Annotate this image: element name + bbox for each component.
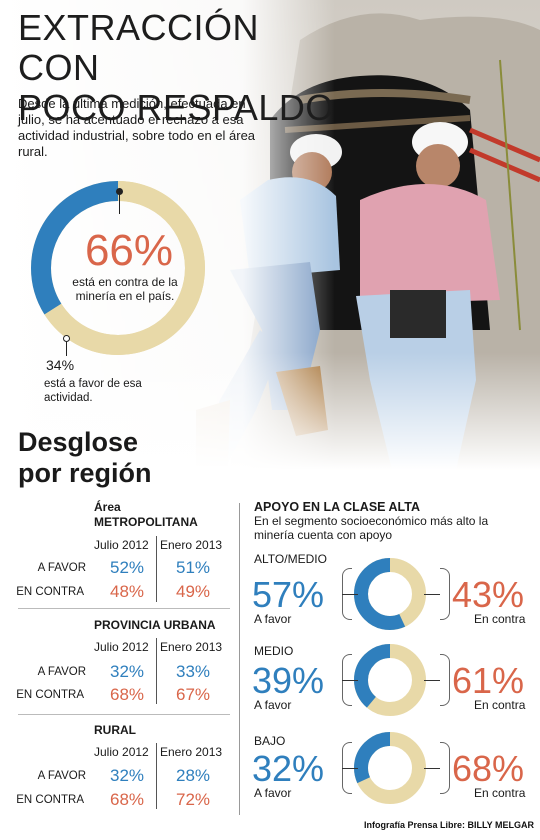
segment-contra-label: En contra [474, 612, 526, 626]
favor-row-label: A FAVOR [37, 562, 86, 574]
segment-name-medio: MEDIO [254, 644, 294, 658]
segment-donut-favor-slice [354, 644, 426, 716]
contra-row-label: EN CONTRA [16, 794, 84, 806]
region-divider [18, 608, 230, 609]
contra-row-label: EN CONTRA [16, 586, 84, 598]
column-separator [156, 638, 157, 704]
region-metropolitana: Área METROPOLITANA Julio 2012 Enero 2013… [16, 500, 230, 610]
segment-donut-alto-medio [354, 558, 426, 630]
favor-tick [342, 680, 358, 681]
segment-favor-label: A favor [254, 612, 292, 626]
page-title: EXTRACCIÓN CON POCO RESPALDO [18, 8, 338, 128]
col-head-enero-2013: Enero 2013 [160, 745, 223, 759]
region-rural: RURAL Julio 2012 Enero 2013 A FAVOR 32% … [16, 723, 230, 815]
segment-favor-label: A favor [254, 698, 292, 712]
segment-name-alto-medio: ALTO/MEDIO [254, 552, 327, 566]
col-head-julio-2012: Julio 2012 [94, 640, 149, 654]
intro-text: Desde la última medición, efectuada en j… [18, 96, 256, 159]
region-name-line1: PROVINCIA URBANA [94, 618, 216, 632]
favor-row-label: A FAVOR [37, 666, 86, 678]
segment-contra-pct: 43% [452, 574, 525, 615]
region-name-line2: METROPOLITANA [94, 515, 198, 529]
col-head-enero-2013: Enero 2013 [160, 640, 223, 654]
contra-leader-line [119, 192, 120, 214]
upper-class-subtitle: En el segmento socioeconómico más alto l… [254, 514, 489, 542]
region-section-title-line2: por región [18, 458, 152, 488]
mine-photo [0, 0, 540, 470]
segment-favor-label: A favor [254, 786, 292, 800]
contra-tick [424, 768, 440, 769]
segment-name-bajo: BAJO [254, 734, 286, 748]
segment-contra-label: En contra [474, 698, 526, 712]
favor-value-julio-2012: 52% [109, 558, 145, 577]
contra-value-julio-2012: 68% [109, 685, 145, 704]
main-contra-caption: está en contra de la minería en el país. [72, 275, 178, 303]
segment-favor-pct: 57% [252, 574, 325, 615]
col-head-julio-2012: Julio 2012 [94, 745, 149, 759]
contra-value-enero-2013: 72% [175, 790, 211, 809]
contra-tick [424, 680, 440, 681]
region-name-line1: Área [94, 500, 121, 514]
region-divider [18, 714, 230, 715]
favor-value-enero-2013: 28% [175, 766, 211, 785]
region-name-line1: RURAL [94, 723, 136, 737]
segment-contra-pct: 61% [452, 660, 525, 701]
contra-value-enero-2013: 67% [175, 685, 211, 704]
segment-donut-medio [354, 644, 426, 716]
column-divider [239, 503, 240, 815]
segment-contra-pct: 68% [452, 748, 525, 789]
segment-favor-pct: 32% [252, 748, 325, 789]
favor-value-julio-2012: 32% [109, 662, 145, 681]
page-title-line1: EXTRACCIÓN CON [18, 7, 260, 88]
favor-value-enero-2013: 33% [175, 662, 211, 681]
contra-bracket [440, 568, 450, 620]
segment-favor-pct: 39% [252, 660, 325, 701]
contra-tick [424, 594, 440, 595]
upper-class-title: APOYO EN LA CLASE ALTA [254, 500, 420, 514]
contra-leader-dot [116, 188, 123, 195]
region-section-title: Desglose por región [18, 427, 152, 489]
favor-leader-line [66, 338, 67, 356]
main-contra-pct: 66% [84, 226, 174, 275]
segment-donut-bajo [354, 732, 426, 804]
favor-leader-dot [63, 335, 70, 342]
main-favor-pct: 34% [46, 357, 75, 373]
segment-donut-favor-slice [354, 558, 426, 630]
region-provincia-urbana: PROVINCIA URBANA Julio 2012 Enero 2013 A… [16, 618, 230, 715]
credit-line: Infografía Prensa Libre: BILLY MELGAR [363, 820, 534, 830]
favor-value-julio-2012: 32% [109, 766, 145, 785]
contra-bracket [440, 742, 450, 794]
main-favor-caption: está a favor de esa actividad. [44, 378, 142, 404]
favor-value-enero-2013: 51% [175, 558, 211, 577]
contra-row-label: EN CONTRA [16, 689, 84, 701]
page-title-line2: POCO RESPALDO [18, 87, 334, 128]
contra-bracket [440, 654, 450, 706]
col-head-enero-2013: Enero 2013 [160, 538, 223, 552]
favor-tick [342, 594, 358, 595]
contra-value-julio-2012: 68% [109, 790, 145, 809]
segment-donut-favor-slice [354, 732, 426, 804]
contra-value-julio-2012: 48% [109, 582, 145, 601]
contra-value-enero-2013: 49% [175, 582, 211, 601]
column-separator [156, 536, 157, 602]
favor-row-label: A FAVOR [37, 770, 86, 782]
col-head-julio-2012: Julio 2012 [94, 538, 149, 552]
segment-contra-label: En contra [474, 786, 526, 800]
column-separator [156, 743, 157, 809]
favor-tick [342, 768, 358, 769]
region-section-title-line1: Desglose [18, 427, 139, 457]
